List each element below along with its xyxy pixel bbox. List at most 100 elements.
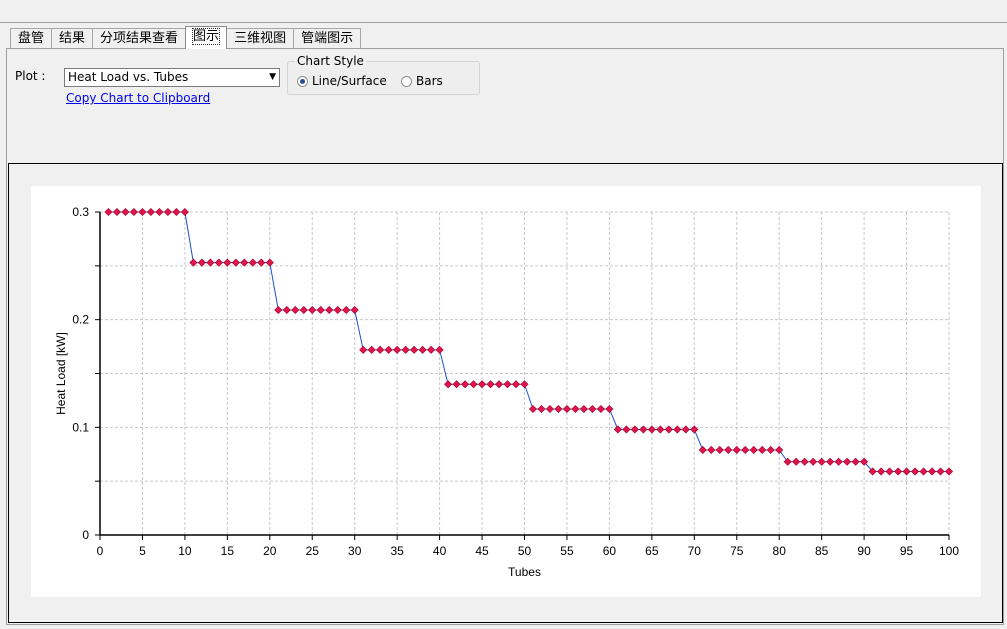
tab-tube-end-view[interactable]: 管端图示: [293, 28, 362, 49]
data-point: [342, 305, 351, 315]
tab-bar: 盘管 结果 分项结果查看 图示 三维视图 管端图示: [10, 26, 362, 49]
data-point: [427, 345, 436, 354]
x-tick-label: 80: [773, 544, 787, 558]
data-point: [180, 207, 189, 217]
data-point: [894, 467, 903, 476]
tab-chart[interactable]: 图示: [185, 26, 228, 49]
data-point: [486, 380, 495, 389]
data-point: [554, 405, 563, 414]
x-tick-label: 20: [263, 544, 277, 558]
radio-checked-icon: [297, 75, 308, 87]
data-point: [104, 207, 113, 217]
x-tick-label: 35: [390, 544, 404, 558]
x-tick-label: 95: [900, 544, 914, 558]
data-point: [911, 467, 920, 476]
data-point: [537, 405, 546, 414]
data-point: [282, 305, 291, 315]
data-point: [834, 457, 843, 466]
y-axis-title: Heat Load [kW]: [54, 332, 68, 415]
tab-coil[interactable]: 盘管: [10, 28, 53, 49]
data-point: [325, 305, 334, 315]
data-point: [571, 405, 580, 414]
data-point: [927, 467, 937, 476]
data-point: [851, 457, 860, 466]
data-point: [528, 405, 538, 414]
data-point: [868, 467, 877, 476]
data-point: [826, 457, 835, 466]
data-point: [817, 457, 826, 466]
x-tick-label: 25: [306, 544, 320, 558]
data-point: [223, 258, 232, 267]
data-point: [766, 445, 775, 454]
data-point: [732, 445, 741, 454]
radio-line-surface-label: Line/Surface: [312, 74, 387, 88]
data-point: [647, 425, 656, 434]
data-point: [792, 457, 801, 466]
data-point: [511, 380, 521, 389]
plot-select[interactable]: Heat Load vs. Tubes ▼: [64, 68, 280, 87]
data-point: [656, 425, 665, 434]
x-tick-label: 75: [730, 544, 744, 558]
data-point: [843, 457, 852, 466]
data-point: [240, 258, 249, 267]
data-point: [758, 445, 767, 454]
data-point: [919, 467, 928, 476]
data-point: [401, 345, 410, 354]
x-tick-label: 85: [815, 544, 829, 558]
data-point: [639, 425, 648, 434]
data-point: [197, 258, 206, 267]
data-point: [461, 380, 470, 389]
data-point: [809, 457, 818, 466]
y-tick-label: 0.2: [72, 313, 89, 327]
data-point: [545, 405, 554, 414]
plot-label: Plot :: [15, 69, 46, 83]
plot-select-value: Heat Load vs. Tubes: [68, 70, 189, 84]
data-point: [495, 380, 504, 389]
data-point: [316, 305, 325, 315]
data-point: [299, 305, 308, 315]
data-point: [902, 467, 911, 476]
data-point: [469, 380, 478, 389]
data-point: [630, 425, 639, 434]
data-point: [588, 405, 597, 414]
data-point: [562, 405, 571, 414]
data-point: [155, 207, 164, 217]
data-point: [350, 305, 359, 315]
data-point: [783, 457, 792, 466]
chevron-down-icon: ▼: [269, 72, 276, 82]
x-tick-label: 0: [97, 544, 104, 558]
x-tick-label: 70: [688, 544, 702, 558]
x-tick-label: 65: [645, 544, 659, 558]
chart-style-title: Chart Style: [295, 54, 366, 68]
data-point: [503, 380, 512, 389]
data-point: [112, 207, 122, 217]
data-point: [860, 457, 869, 466]
data-point: [265, 258, 274, 267]
x-tick-label: 10: [178, 544, 192, 558]
data-point: [129, 207, 138, 217]
data-point: [444, 380, 453, 389]
data-point: [944, 467, 954, 476]
x-tick-label: 45: [475, 544, 489, 558]
data-point: [673, 425, 682, 434]
data-point: [613, 425, 622, 434]
x-tick-label: 30: [348, 544, 362, 558]
data-point: [877, 467, 886, 476]
x-tick-label: 15: [221, 544, 235, 558]
data-point: [664, 425, 673, 434]
x-tick-label: 60: [603, 544, 617, 558]
data-point: [410, 345, 419, 354]
window-divider: [0, 22, 1007, 23]
data-point: [418, 345, 427, 354]
copy-chart-link[interactable]: Copy Chart to Clipboard: [66, 91, 211, 105]
x-tick-label: 100: [939, 544, 959, 558]
data-point: [257, 258, 266, 267]
radio-line-surface[interactable]: Line/Surface: [297, 74, 387, 88]
series-line: [108, 211, 949, 472]
data-point: [605, 405, 614, 414]
tab-results[interactable]: 结果: [51, 28, 94, 49]
data-point: [741, 445, 750, 454]
data-point: [775, 445, 784, 454]
data-point: [452, 380, 461, 389]
radio-bars[interactable]: Bars: [401, 74, 443, 88]
